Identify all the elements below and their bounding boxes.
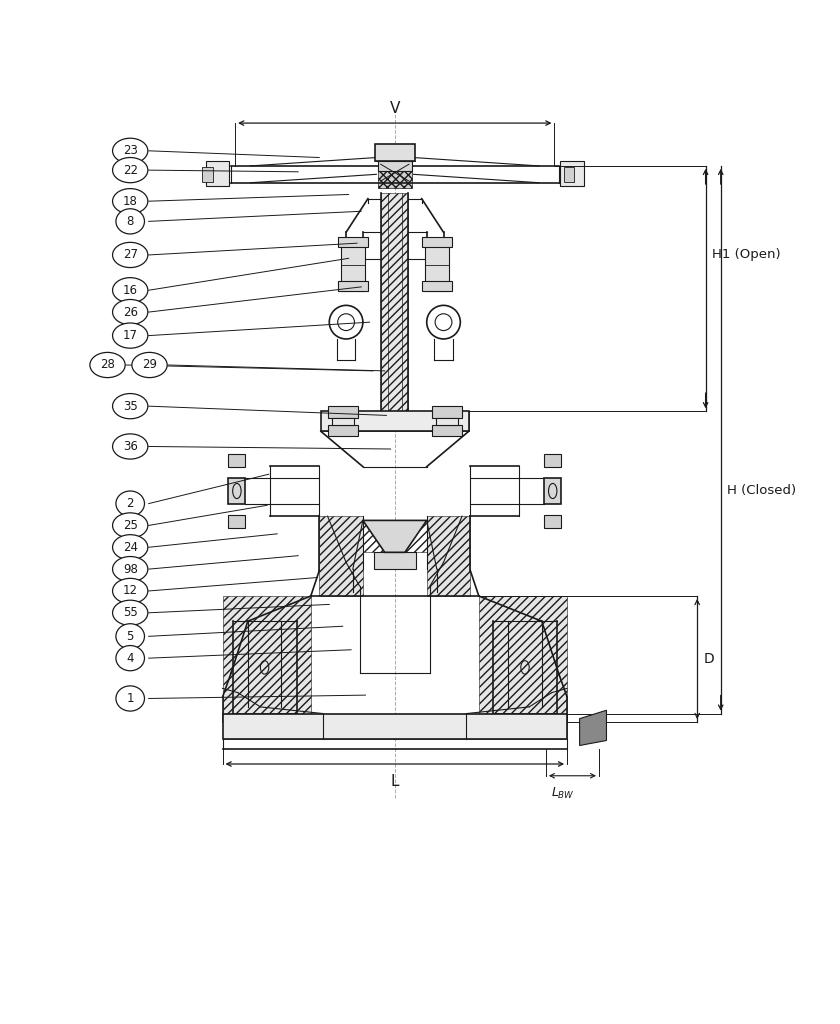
Ellipse shape [113,535,148,560]
Bar [432,407,462,418]
Ellipse shape [113,243,148,267]
Text: 35: 35 [123,399,138,413]
Text: 8: 8 [127,215,134,228]
Text: 27: 27 [123,249,138,261]
Bar [363,520,427,552]
Bar [228,514,245,528]
Bar [206,161,229,186]
Text: 55: 55 [123,606,138,620]
Bar [436,418,458,425]
Text: 17: 17 [123,329,138,342]
Ellipse shape [113,434,148,459]
Text: H (Closed): H (Closed) [727,483,796,497]
Text: 98: 98 [123,562,138,575]
Bar [341,239,365,291]
Bar [544,454,561,468]
Text: 16: 16 [123,284,138,297]
Bar [228,478,245,504]
Bar [560,161,584,186]
Bar [422,281,452,291]
Bar [202,167,213,182]
Ellipse shape [116,209,144,233]
Ellipse shape [113,323,148,348]
Text: 23: 23 [123,144,138,158]
Bar [422,238,452,248]
Ellipse shape [132,352,167,378]
Ellipse shape [90,352,125,378]
Bar [378,169,412,187]
Ellipse shape [113,188,148,214]
Text: 25: 25 [123,519,138,531]
Bar [378,161,412,171]
Bar [374,552,416,569]
Ellipse shape [113,513,148,538]
Ellipse shape [113,393,148,419]
Bar [223,714,567,738]
Ellipse shape [116,686,144,711]
Text: 5: 5 [127,630,134,643]
Bar [375,144,415,161]
Text: 1: 1 [127,692,134,705]
Text: 22: 22 [123,164,138,176]
Bar [332,418,354,425]
Bar [223,714,567,738]
Ellipse shape [113,138,148,164]
Text: L: L [391,774,399,790]
Text: 24: 24 [123,541,138,554]
Polygon shape [580,711,606,745]
Text: 29: 29 [142,358,157,372]
Ellipse shape [113,600,148,626]
Bar [427,516,470,596]
Bar [479,596,567,722]
Bar [564,167,574,182]
Text: $L_{BW}$: $L_{BW}$ [551,785,575,801]
Bar [432,425,462,436]
Polygon shape [363,520,427,552]
Text: 4: 4 [127,651,134,665]
Text: 2: 2 [127,497,134,510]
Bar [425,239,449,291]
Bar [338,281,368,291]
Bar [321,412,469,431]
Bar [328,425,358,436]
Ellipse shape [116,490,144,516]
Ellipse shape [116,624,144,649]
Text: 26: 26 [123,305,138,318]
Bar [321,412,469,431]
Bar [223,596,311,722]
Ellipse shape [113,579,148,603]
Text: 18: 18 [123,195,138,208]
Ellipse shape [113,299,148,325]
Text: H1 (Open): H1 (Open) [712,249,781,261]
Ellipse shape [113,158,148,182]
Ellipse shape [116,645,144,671]
Bar [544,514,561,528]
Text: 12: 12 [123,585,138,597]
Ellipse shape [113,556,148,582]
Bar [544,478,561,504]
Bar [338,238,368,248]
Bar [381,193,408,430]
Bar [328,407,358,418]
Text: V: V [390,100,400,116]
Ellipse shape [113,278,148,303]
Text: D: D [704,652,715,666]
Bar [319,516,363,596]
Bar [228,454,245,468]
Text: 36: 36 [123,440,138,453]
Text: 28: 28 [100,358,115,372]
